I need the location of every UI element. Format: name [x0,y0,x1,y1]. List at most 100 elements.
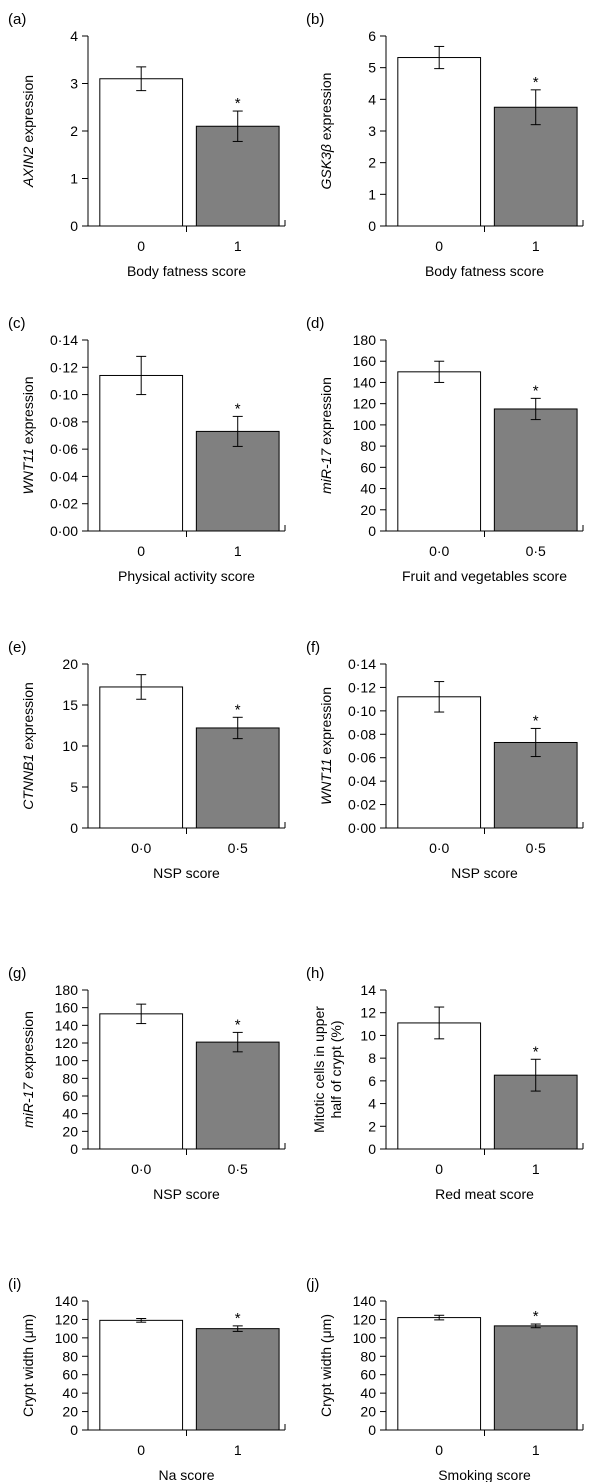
y-tick-label: 3 [368,123,376,139]
chart-panel: (e) 0 5 10 15 20 0·0 * 0·5 NSP score CTNNB1 expres… [8,639,286,881]
y-tick-label: 20 [360,1404,376,1420]
y-tick-label: 0 [368,1141,376,1157]
y-axis-label-gene: WNT11 [20,448,36,494]
y-tick-label: 3 [70,76,78,92]
y-tick-label: 120 [353,396,377,412]
bar-score-low [99,78,184,227]
y-tick-label: 0·00 [348,820,376,836]
x-tick-label: 0 [435,1161,443,1177]
x-tick-label: 0 [435,238,443,254]
y-tick-label: 80 [62,1070,78,1086]
y-tick-label: 100 [353,417,377,433]
chart-panel: (c) 0·00 0·02 0·04 0·06 0·08 0·10 0·12 0·14 0 * 1 Ph… [8,315,286,584]
y-tick-label: 20 [360,502,376,518]
bar-score-low [397,1317,482,1431]
y-tick-label: 0·10 [50,387,78,403]
significance-marker: * [235,1016,241,1033]
y-axis-label-suffix: expression [20,75,36,147]
y-tick-label: 180 [55,982,79,998]
x-axis-label: NSP score [153,1186,220,1202]
y-tick-label: 14 [360,982,376,998]
y-axis-label: Mitotic cells in upper [311,1006,327,1133]
y-tick-label: 10 [360,1027,376,1043]
x-tick-label: 0·0 [131,1161,151,1177]
chart-panel: (f) 0·00 0·02 0·04 0·06 0·08 0·10 0·12 0·14 0·0 * 0… [306,639,584,881]
bar-score-low [99,1319,184,1431]
y-tick-label: 120 [55,1035,79,1051]
y-axis-label-suffix: expression [318,377,334,449]
y-tick-label: 0 [70,1141,78,1157]
y-tick-label: 20 [62,656,78,672]
y-tick-label: 0·04 [348,773,376,789]
y-axis-label-suffix: expression [20,1011,36,1083]
chart-panel: (a) 0 1 2 3 4 0 * 1 Body fatness score AXIN2 expre… [8,11,286,279]
y-tick-label: 0·12 [50,359,78,375]
y-tick-label: 20 [62,1404,78,1420]
y-tick-label: 6 [368,1073,376,1089]
y-tick-label: 0·00 [50,523,78,539]
panel-label: (b) [306,11,324,28]
y-tick-label: 1 [70,171,78,187]
y-axis-label-gene: miR-17 [20,1082,36,1128]
y-axis-label-suffix: expression [20,682,36,754]
bar-score-high [195,430,280,532]
y-tick-label: 80 [360,438,376,454]
panel-label: (j) [306,1276,319,1293]
y-tick-label: 2 [368,1118,376,1134]
bar-score-low [99,686,184,829]
x-tick-label: 0·0 [429,840,449,856]
significance-marker: * [235,95,241,112]
y-tick-label: 1 [368,186,376,202]
y-tick-label: 20 [62,1123,78,1139]
panel-label: (e) [8,639,26,656]
x-axis-label: Body fatness score [425,263,544,279]
bar-score-high [195,1328,280,1431]
y-tick-label: 40 [62,1385,78,1401]
y-tick-label: 100 [353,1330,377,1346]
x-axis-label: Fruit and vegetables score [402,568,567,584]
x-tick-label: 1 [234,543,242,559]
y-tick-label: 0·06 [50,441,78,457]
y-tick-label: 5 [368,60,376,76]
x-axis-label: Body fatness score [127,263,246,279]
x-axis-label: NSP score [451,865,518,881]
y-tick-label: 60 [62,1367,78,1383]
bar-score-high [195,125,280,227]
y-tick-label: 60 [360,459,376,475]
y-tick-label: 180 [353,332,377,348]
y-axis-label: CTNNB1 expression [20,682,36,810]
significance-marker: * [533,1308,539,1325]
panel-label: (i) [8,1276,21,1293]
bar-score-low [397,696,482,829]
bar-score-high [493,106,578,227]
panel-label: (c) [8,315,26,332]
x-tick-label: 0 [435,1442,443,1458]
y-axis-label: Crypt width (μm) [20,1314,36,1417]
y-axis-label-gene: WNT11 [318,759,334,805]
chart-panel: (i) 0 20 40 60 80 100 120 140 0 * 1 Na score Crypt wi… [8,1276,286,1482]
significance-marker: * [533,382,539,399]
y-tick-label: 0·04 [50,468,78,484]
y-axis-label-line2: half of crypt (%) [328,1020,344,1118]
bar-score-low [397,57,482,227]
y-tick-label: 80 [62,1348,78,1364]
y-axis-label-gene: miR-17 [318,448,334,494]
x-tick-label: 1 [532,1442,540,1458]
x-tick-label: 0·0 [131,840,151,856]
y-axis-label-gene: AXIN2 [20,146,36,188]
y-tick-label: 8 [368,1050,376,1066]
y-tick-label: 60 [360,1367,376,1383]
y-tick-label: 140 [353,374,377,390]
y-axis-label: GSK3β expression [318,73,334,190]
y-tick-label: 5 [70,779,78,795]
x-tick-label: 1 [532,238,540,254]
y-tick-label: 0·08 [50,414,78,430]
y-tick-label: 0·14 [348,656,376,672]
chart-panel: (d) 0 20 40 60 80 100 120 140 160 180 0·0 * 0·5 Fruit … [306,315,584,584]
bar-score-low [397,371,482,532]
y-tick-label: 0 [70,820,78,836]
panel-label: (f) [306,639,320,656]
y-tick-label: 120 [353,1311,377,1327]
